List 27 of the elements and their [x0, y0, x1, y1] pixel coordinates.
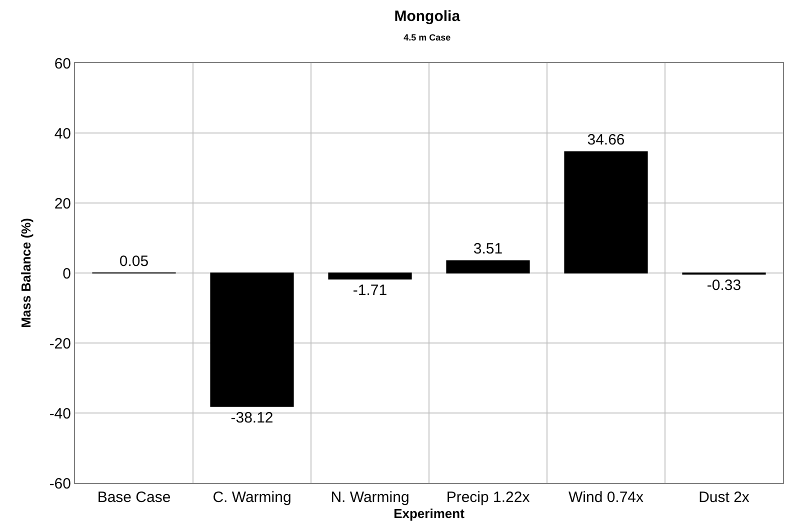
x-tick-label: N. Warming [330, 489, 410, 506]
y-tick-label: 0 [62, 265, 71, 282]
data-label: -1.71 [352, 282, 388, 299]
y-tick-label: -60 [49, 475, 71, 492]
x-tick-label: C. Warming [212, 489, 292, 506]
x-tick-label: Base Case [97, 489, 171, 506]
data-label: 3.51 [473, 240, 503, 258]
x-tick-label: Wind 0.74x [568, 489, 644, 506]
y-tick-label: 40 [54, 125, 71, 142]
y-tick-label: -20 [49, 335, 71, 352]
x-tick-label: Precip 1.22x [446, 489, 530, 506]
chart-subtitle: 4.5 m Case [404, 32, 451, 43]
y-axis-title: Mass Balance (%) [18, 218, 34, 328]
y-tick-label: 60 [54, 55, 71, 72]
y-tick-label: -40 [49, 405, 71, 422]
x-tick-label: Dust 2x [698, 489, 750, 506]
bar [564, 151, 648, 274]
data-label: -0.33 [706, 277, 742, 294]
data-label: 34.66 [587, 132, 625, 149]
data-label: 0.05 [119, 252, 149, 270]
bar [210, 272, 294, 407]
data-label: -38.12 [230, 409, 274, 426]
bar [328, 272, 412, 280]
chart-title: Mongolia [394, 8, 461, 26]
y-tick-label: 20 [54, 195, 71, 212]
bar [446, 260, 530, 274]
x-axis-title: Experiment [394, 506, 466, 521]
